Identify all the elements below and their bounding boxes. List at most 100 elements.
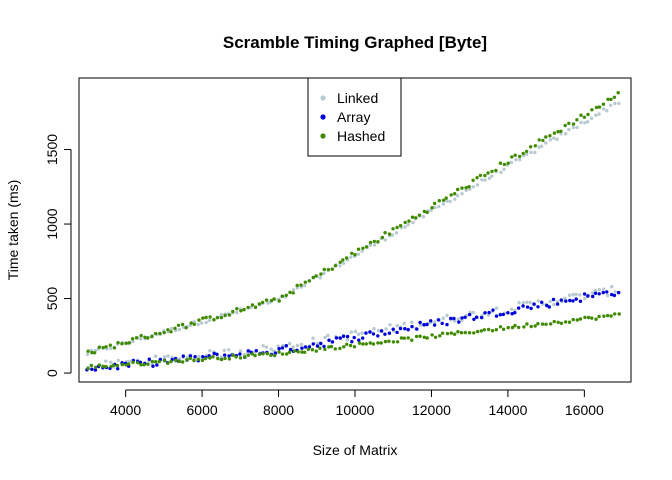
data-point <box>360 331 364 335</box>
data-point <box>146 362 150 366</box>
data-point <box>425 322 429 327</box>
data-point <box>306 347 311 351</box>
data-point <box>406 223 410 227</box>
data-point <box>460 318 464 322</box>
data-point <box>441 198 446 202</box>
data-point <box>376 341 380 345</box>
data-point <box>323 347 327 352</box>
data-point <box>433 320 437 324</box>
data-point <box>541 138 545 143</box>
data-point <box>139 337 143 341</box>
data-point <box>529 324 533 329</box>
data-point <box>287 350 292 354</box>
data-point <box>176 323 181 327</box>
data-point <box>295 283 299 288</box>
data-point <box>422 335 426 339</box>
data-point <box>239 309 243 313</box>
data-point <box>395 330 399 335</box>
data-point <box>510 155 514 159</box>
data-point <box>494 328 498 332</box>
data-point <box>548 138 552 142</box>
data-point <box>131 339 135 344</box>
data-point <box>227 348 231 352</box>
data-point <box>440 321 444 326</box>
data-point <box>445 322 449 327</box>
data-point <box>93 368 98 372</box>
data-point <box>211 355 215 359</box>
data-point <box>338 260 342 264</box>
data-point <box>219 315 224 320</box>
data-point <box>517 325 521 330</box>
data-point <box>559 298 563 302</box>
data-point <box>544 322 548 326</box>
data-point <box>494 168 498 173</box>
data-point <box>181 325 185 329</box>
data-point <box>299 342 304 347</box>
data-point <box>124 341 128 345</box>
data-point <box>327 338 331 342</box>
data-point <box>486 327 491 332</box>
data-point <box>277 347 281 351</box>
data-point <box>322 344 326 349</box>
data-point <box>109 360 113 364</box>
data-point <box>589 116 594 121</box>
data-point <box>388 323 392 327</box>
data-point <box>455 194 460 198</box>
data-point <box>92 351 97 355</box>
data-point <box>432 323 437 327</box>
data-point <box>177 327 181 332</box>
data-point <box>460 192 464 196</box>
data-point <box>216 356 220 361</box>
data-point <box>552 131 557 135</box>
data-point <box>208 356 212 360</box>
data-point <box>380 235 385 240</box>
data-point <box>253 305 258 310</box>
data-point <box>280 346 285 350</box>
data-point <box>613 312 617 316</box>
data-point <box>567 320 572 324</box>
legend-item-hashed: Hashed <box>320 128 385 144</box>
data-point <box>418 323 423 327</box>
data-point <box>464 188 468 192</box>
data-point <box>383 238 387 242</box>
data-point <box>344 256 349 260</box>
data-point <box>181 360 185 364</box>
data-point <box>235 307 239 311</box>
data-point <box>475 176 479 180</box>
data-point <box>533 150 537 155</box>
data-point <box>295 343 300 348</box>
data-point <box>548 299 552 304</box>
data-point <box>552 319 556 324</box>
data-point <box>295 286 299 290</box>
data-point <box>180 322 185 327</box>
data-point <box>142 363 146 367</box>
data-point <box>613 290 617 294</box>
data-point <box>475 329 480 334</box>
data-point <box>338 336 342 340</box>
data-point <box>398 326 403 331</box>
data-point <box>302 283 307 288</box>
data-point <box>197 318 201 322</box>
data-point <box>338 346 342 351</box>
data-point <box>131 360 135 364</box>
data-point <box>399 336 404 340</box>
data-point <box>605 313 610 318</box>
data-point <box>303 345 308 349</box>
data-point <box>299 283 303 287</box>
data-point <box>449 316 453 321</box>
data-point <box>411 220 415 225</box>
data-point <box>143 335 147 339</box>
data-point <box>227 354 231 358</box>
data-point <box>368 330 372 334</box>
data-point <box>319 341 323 346</box>
data-point <box>529 150 533 155</box>
data-point <box>414 334 419 339</box>
data-point <box>200 321 204 325</box>
data-point <box>574 292 578 296</box>
data-point <box>417 213 422 217</box>
data-point <box>253 353 257 358</box>
x-axis-label: Size of Matrix <box>313 442 398 458</box>
data-point <box>586 315 591 320</box>
data-point <box>544 135 548 139</box>
